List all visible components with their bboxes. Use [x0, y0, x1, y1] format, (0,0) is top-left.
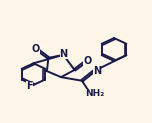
Text: N: N [93, 66, 101, 76]
Text: O: O [31, 44, 40, 54]
Text: O: O [83, 56, 92, 66]
Text: N: N [60, 49, 68, 59]
Text: NH₂: NH₂ [85, 89, 105, 98]
Text: F: F [26, 81, 33, 91]
